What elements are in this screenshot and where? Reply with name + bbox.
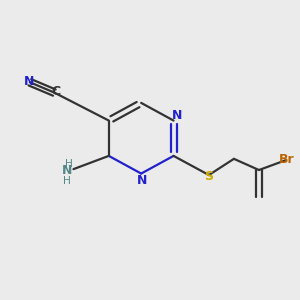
- Text: N: N: [24, 75, 34, 88]
- Text: Br: Br: [279, 153, 295, 166]
- Text: H: H: [65, 159, 73, 170]
- Text: C: C: [51, 85, 60, 98]
- Text: S: S: [204, 170, 213, 183]
- Text: N: N: [62, 164, 72, 177]
- Text: N: N: [136, 173, 147, 187]
- Text: N: N: [172, 109, 183, 122]
- Text: H: H: [63, 176, 71, 186]
